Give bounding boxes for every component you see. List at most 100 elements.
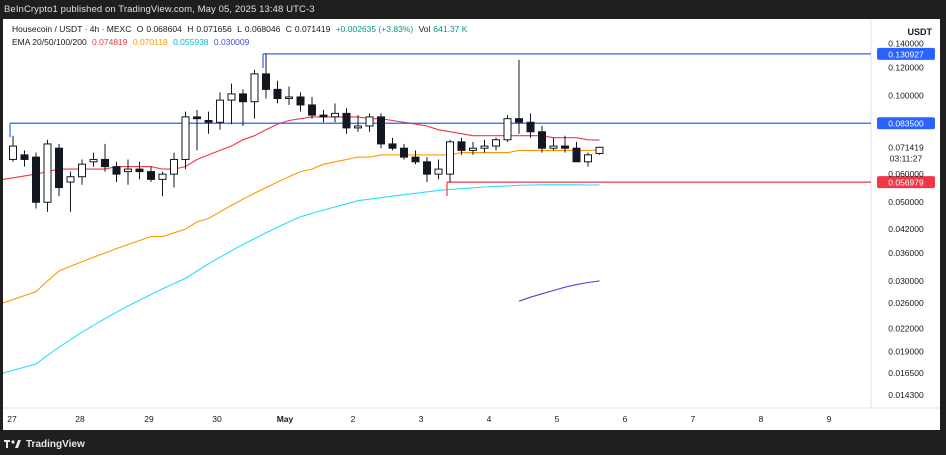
candle-body-19 [227, 93, 236, 101]
level-label-bg-2 [877, 176, 935, 189]
y-tick-7: 0.042000 [888, 224, 924, 234]
ema100-line [3, 184, 600, 374]
y-tick-3: 0.071419 [888, 142, 924, 152]
candle-body-30 [354, 125, 362, 129]
volume-label: Vol [418, 24, 431, 34]
y-tick-13: 0.016500 [888, 368, 924, 378]
x-tick-2: 29 [144, 414, 154, 424]
candle-body-39 [457, 141, 466, 151]
y-tick-10: 0.026000 [888, 298, 924, 308]
candle-body-48 [561, 145, 569, 149]
candle-body-40 [469, 147, 477, 151]
ema-label: EMA 20/50/100/200 [12, 37, 87, 47]
ohlc-open-label: O [136, 24, 144, 34]
ohlc-close-label: C [285, 24, 292, 34]
x-tick-0: 27 [7, 414, 17, 424]
candle-body-34 [400, 147, 408, 158]
candle-body-14 [170, 158, 178, 175]
x-tick-4: May [277, 414, 294, 424]
candle-body-13 [158, 173, 167, 180]
ema-legend: EMA 20/50/100/200 0.074819 0.070118 0.05… [12, 37, 252, 47]
candle-body-27 [319, 114, 328, 118]
candle-body-50 [584, 154, 592, 163]
tradingview-logo-icon [4, 440, 21, 448]
candle-body-10 [124, 168, 132, 173]
ohlc-high: 0.071656 [196, 24, 232, 34]
candle-body-28 [331, 112, 339, 118]
x-tick-9: 6 [623, 414, 628, 424]
candle-body-24 [285, 96, 293, 100]
ema100-value: 0.055938 [173, 37, 209, 47]
y-tick-8: 0.036000 [888, 248, 924, 258]
x-tick-11: 8 [759, 414, 764, 424]
ohlc-low-label: L [237, 24, 242, 34]
candle-body-49 [572, 147, 581, 163]
y-tick-9: 0.030000 [888, 276, 924, 286]
candle-body-9 [112, 166, 121, 175]
chart-area[interactable]: Housecoin / USDT · 4h · MEXC O 0.068604 H… [3, 19, 940, 430]
symbol-legend: Housecoin / USDT · 4h · MEXC O 0.068604 H… [12, 24, 470, 34]
candle-body-44 [515, 118, 523, 123]
candle-body-26 [308, 104, 316, 116]
y-tick-0: 0.140000 [888, 39, 924, 49]
y-tick-1: 0.120000 [888, 62, 924, 72]
x-tick-8: 5 [555, 414, 560, 424]
candle-body-46 [538, 131, 546, 149]
ohlc-close: 0.071419 [294, 24, 331, 34]
level-label-1: 0.083500 [888, 119, 924, 129]
currency-label: USDT [907, 27, 933, 37]
candle-body-33 [388, 143, 397, 149]
price-chart-svg: 0.130927 0.083500 0.056979 0.140000 0.120000… [3, 19, 940, 424]
x-tick-5: 2 [351, 414, 356, 424]
level-label-bg-1 [877, 117, 935, 130]
ema200-value: 0.030009 [213, 37, 250, 47]
candle-body-17 [204, 119, 213, 123]
y-tick-14: 0.014300 [888, 390, 924, 400]
candle-body-25 [296, 96, 305, 106]
candle-body-5 [66, 176, 75, 183]
candle-body-37 [434, 168, 443, 175]
candle-body-0 [9, 145, 17, 160]
candle-body-18 [216, 99, 224, 123]
candle-body-1 [20, 154, 29, 160]
candle-body-29 [342, 112, 351, 129]
symbol-name: Housecoin / USDT · 4h · MEXC [12, 24, 132, 34]
candle-body-22 [262, 73, 270, 90]
y-tick-11: 0.022000 [888, 324, 924, 334]
candle-body-21 [250, 73, 259, 103]
ema200-line [518, 280, 600, 302]
candle-body-11 [135, 168, 144, 173]
candle-body-38 [446, 141, 454, 175]
ohlc-high-label: H [187, 24, 194, 34]
candle-body-20 [239, 93, 247, 103]
x-tick-6: 3 [419, 414, 424, 424]
ema50-line [3, 149, 600, 304]
level-label-bg-0 [877, 47, 935, 60]
y-tick-4: 03:11:27 [890, 153, 923, 163]
candle-body-42 [492, 139, 500, 147]
candle-body-3 [43, 143, 52, 203]
candle-body-51 [595, 146, 604, 154]
candle-body-36 [423, 161, 431, 175]
ohlc-low: 0.068046 [244, 24, 281, 34]
ema20-value: 0.074819 [92, 37, 128, 47]
candle-body-23 [273, 88, 282, 100]
x-tick-7: 4 [487, 414, 492, 424]
candle-body-16 [193, 116, 201, 120]
candle-body-12 [147, 171, 155, 180]
volume-value: 641.37 K [433, 24, 468, 34]
candle-body-45 [526, 121, 535, 133]
y-tick-12: 0.019000 [888, 346, 924, 356]
candle-body-8 [101, 158, 109, 168]
candle-body-4 [55, 147, 63, 189]
level-label-2: 0.056979 [888, 178, 924, 188]
candle-body-15 [181, 116, 190, 160]
candle-body-32 [377, 116, 385, 145]
x-tick-3: 30 [212, 414, 222, 424]
x-tick-12: 9 [827, 414, 832, 424]
ohlc-open: 0.068604 [146, 24, 182, 34]
candle-body-43 [503, 118, 512, 141]
candle-body-35 [411, 156, 420, 163]
candle-body-41 [480, 145, 489, 149]
